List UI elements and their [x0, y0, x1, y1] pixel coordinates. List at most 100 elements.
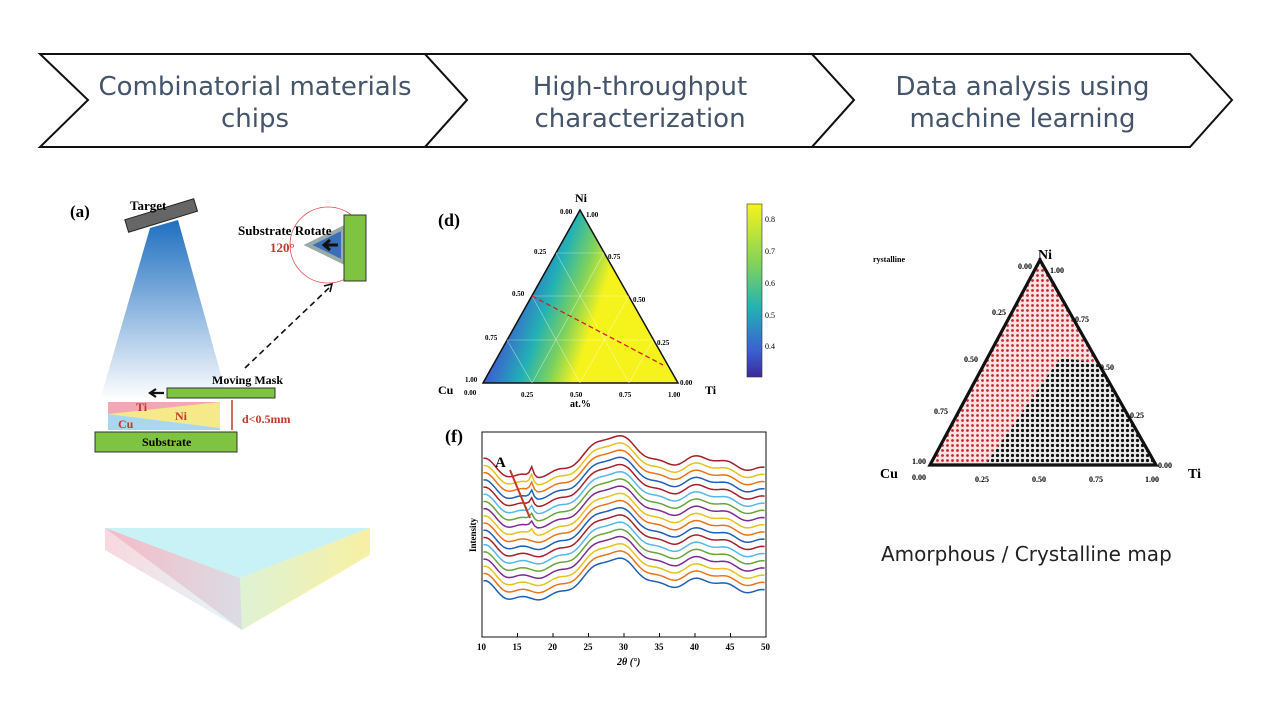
tick-right-2: 0.50: [633, 296, 646, 304]
xrd-series-line: [483, 506, 765, 551]
panel-a-tag: (a): [70, 202, 90, 221]
x-tick-label: 15: [513, 642, 523, 652]
xrd-series-line: [483, 485, 765, 529]
x-tick-label: 30: [619, 642, 629, 652]
xrd-series-line: [483, 463, 765, 508]
apex-ni-label: Ni: [575, 191, 588, 205]
step-2-label: High-throughput characterization: [532, 72, 748, 134]
moving-mask: [166, 387, 276, 399]
tick-left-2: 0.50: [512, 290, 525, 298]
colorbar-tick-4: 0.4: [765, 342, 775, 351]
ml-tick-bottom-4: 1.00: [1145, 475, 1159, 484]
cu-label: Cu: [118, 417, 134, 431]
step-3-label: Data analysis using machine learning: [895, 72, 1150, 134]
ternary-outline: [927, 256, 1159, 467]
panel-ml-ternary-map: rystalline Ni Cu Ti 0.00 0.25 0.50 0.75 …: [873, 248, 1201, 484]
target: [124, 198, 199, 233]
wedge-top: [105, 528, 370, 578]
tick-right-3: 0.75: [608, 253, 621, 261]
rotate-angle-label: 120°: [270, 240, 295, 255]
ml-apex-ti-label: Ti: [1188, 467, 1201, 482]
apex-cu-label: Cu: [438, 383, 454, 397]
ml-tick-right-0: 0.00: [1158, 461, 1172, 470]
colorbar-tick-1: 0.7: [765, 247, 775, 256]
colorbar-tick-3: 0.5: [765, 311, 775, 320]
wedge-front: [105, 528, 370, 630]
tick-bottom-2: 0.50: [570, 391, 583, 399]
x-axis-label: 2θ (°): [616, 657, 640, 668]
target-label: Target: [130, 198, 167, 213]
tick-bottom-4: 1.00: [668, 391, 681, 399]
xrd-series-line: [483, 434, 765, 479]
xrd-series-line: [483, 470, 765, 515]
xrd-series-line: [483, 499, 765, 544]
x-tick-label: 40: [690, 642, 700, 652]
substrate-block: [94, 431, 238, 453]
xrd-series-line: [483, 528, 765, 572]
tick-right-0: 0.00: [680, 379, 693, 387]
ml-map-caption: Amorphous / Crystalline map: [881, 542, 1172, 566]
colorbar-tick-0: 0.8: [765, 215, 775, 224]
axis-label-at: at.%: [570, 399, 591, 410]
chevron-step-3: [809, 53, 1234, 148]
ml-tick-left-4: 1.00: [912, 457, 926, 466]
ml-tick-left-0: 0.00: [1018, 262, 1032, 271]
ml-tick-left-2: 0.50: [964, 355, 978, 364]
colorbar-ticks: 0.8 0.7 0.6 0.5 0.4: [765, 215, 775, 351]
substrate-label: Substrate: [142, 435, 192, 449]
ml-tick-right-2: 0.50: [1100, 363, 1114, 372]
tick-left-0: 0.00: [560, 208, 573, 216]
ml-apex-ni-label: Ni: [1038, 248, 1052, 263]
tick-bottom-3: 0.75: [619, 391, 632, 399]
ml-tick-right-3: 0.75: [1075, 315, 1089, 324]
rotating-substrate: [343, 214, 367, 282]
transfer-arrow: [244, 286, 331, 369]
tick-right-1: 0.25: [657, 339, 670, 347]
y-axis-label: Intensity: [468, 517, 478, 552]
xrd-series-line: [483, 478, 765, 522]
ml-tick-left-3: 0.75: [934, 407, 948, 416]
tick-left-3: 0.75: [485, 334, 498, 342]
tick-bottom-1: 0.25: [521, 391, 534, 399]
xrd-series-line: [483, 449, 765, 493]
ml-tick-left-1: 0.25: [992, 308, 1006, 317]
tick-bottom-0: 0.00: [464, 389, 477, 397]
colorbar-tick-2: 0.6: [765, 279, 775, 288]
ti-label: Ti: [136, 400, 148, 414]
ml-tick-bottom-0: 0.00: [912, 473, 926, 482]
tick-left-4: 1.00: [465, 376, 478, 384]
ni-layer: [108, 402, 220, 428]
xrd-series-line: [483, 492, 765, 536]
xrd-series-line: [483, 557, 765, 601]
xrd-series-line: [483, 542, 765, 587]
panel-d-tag: (d): [438, 210, 460, 231]
legend-fragment: rystalline: [873, 255, 905, 264]
plot-frame: [481, 431, 767, 638]
panel-a-deposition-diagram: (a) Target Substrate Rotate 120° Moving …: [70, 198, 370, 630]
panel-f-xrd-plot: (f) A Intensity 10 15 20 25 30 35 40 45 50 2θ (°…: [445, 426, 771, 668]
peak-label: A: [495, 455, 506, 471]
substrate-rotate-label: Substrate Rotate: [238, 223, 332, 238]
x-tick-label: 35: [655, 642, 665, 652]
xrd-series-line: [483, 521, 765, 565]
composition-path: [531, 295, 664, 366]
xrd-series-line: [483, 456, 765, 500]
mask-arrow-icon: [148, 388, 164, 398]
moving-mask-label: Moving Mask: [212, 373, 283, 387]
sputter-beam: [100, 220, 228, 400]
process-arrows: [37, 53, 1234, 148]
peak-arrow: [509, 469, 531, 519]
xrd-series-line: [483, 442, 765, 486]
classified-regions: [930, 260, 1156, 465]
xrd-series-line: [483, 535, 765, 580]
step-1-label: Combinatorial materials chips: [98, 72, 412, 134]
apex-ti-label: Ti: [705, 383, 717, 397]
x-tick-label: 25: [584, 642, 594, 652]
tick-left-1: 0.25: [534, 248, 547, 256]
ni-label: Ni: [175, 409, 188, 423]
spectra-group: [483, 434, 765, 601]
tick-right-4: 1.00: [586, 211, 599, 219]
cu-layer: [108, 414, 220, 430]
x-tick-labels: 10 15 20 25 30 35 40 45 50: [477, 633, 771, 652]
